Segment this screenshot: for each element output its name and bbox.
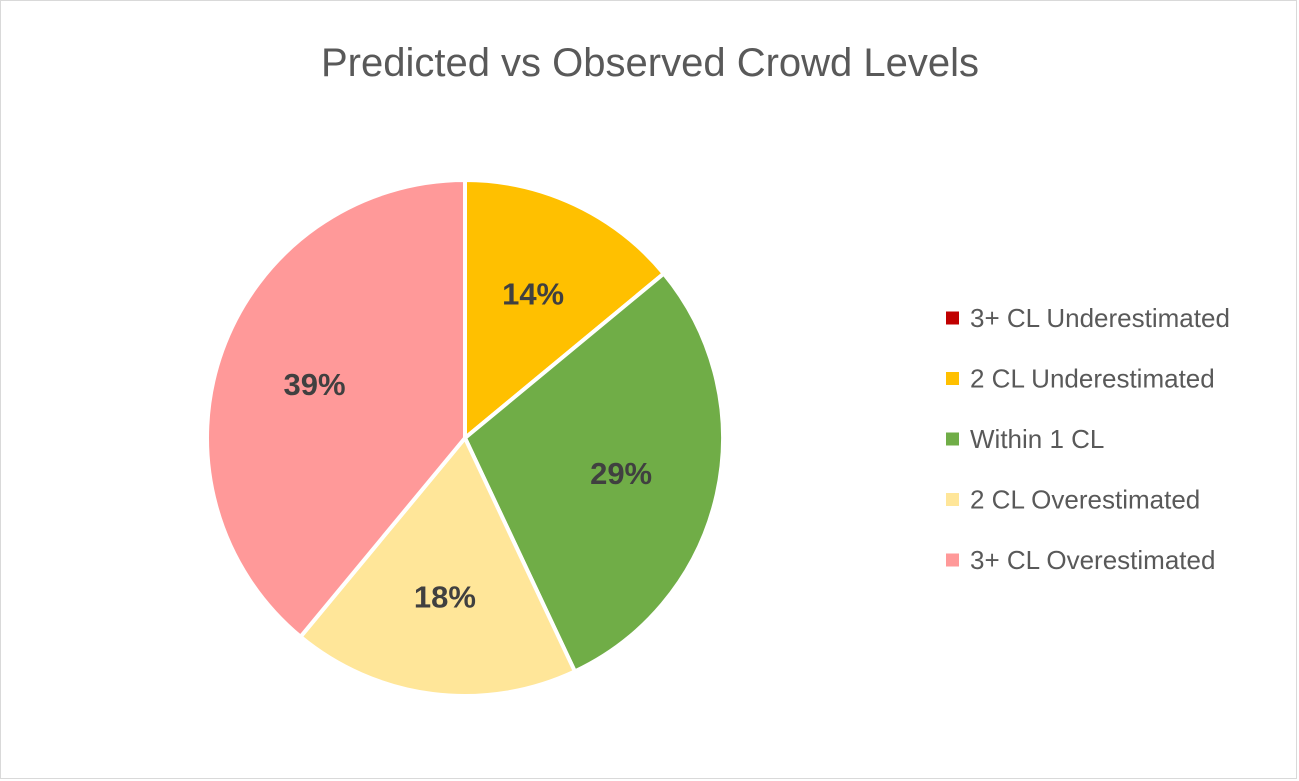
legend-label-3plus-cl-overestimated: 3+ CL Overestimated (970, 545, 1215, 575)
slice-label-2-cl-overestimated: 18% (414, 580, 476, 615)
slice-label-3plus-cl-overestimated: 39% (283, 367, 345, 402)
slice-label-2-cl-underestimated: 14% (502, 276, 564, 311)
pie-slice-3plus-cl-overestimated (205, 178, 467, 639)
legend-label-2-cl-underestimated: 2 CL Underestimated (970, 364, 1215, 394)
legend-swatch-within-1-cl (946, 432, 959, 446)
pie-slice-labels: 14% 29% 18% 39% (283, 276, 652, 614)
pie-slice-2-cl-underestimated (463, 178, 666, 440)
legend-swatch-3plus-cl-overestimated (946, 553, 959, 567)
pie-slices (205, 178, 725, 698)
slice-label-within-1-cl: 29% (590, 456, 652, 491)
legend-swatch-2-cl-underestimated (946, 372, 959, 385)
chart-legend: 3+ CL Underestimated 2 CL Underestimated W… (946, 303, 1230, 575)
pie-slice-2-cl-overestimated (298, 436, 577, 698)
legend-label-within-1-cl: Within 1 CL (970, 424, 1104, 454)
chart-title: Predicted vs Observed Crowd Levels (321, 41, 979, 85)
legend-swatch-2-cl-overestimated (946, 493, 959, 506)
legend-swatch-3plus-cl-underestimated (946, 311, 959, 325)
legend-label-2-cl-overestimated: 2 CL Overestimated (970, 485, 1200, 515)
legend-label-3plus-cl-underestimated: 3+ CL Underestimated (970, 303, 1230, 333)
